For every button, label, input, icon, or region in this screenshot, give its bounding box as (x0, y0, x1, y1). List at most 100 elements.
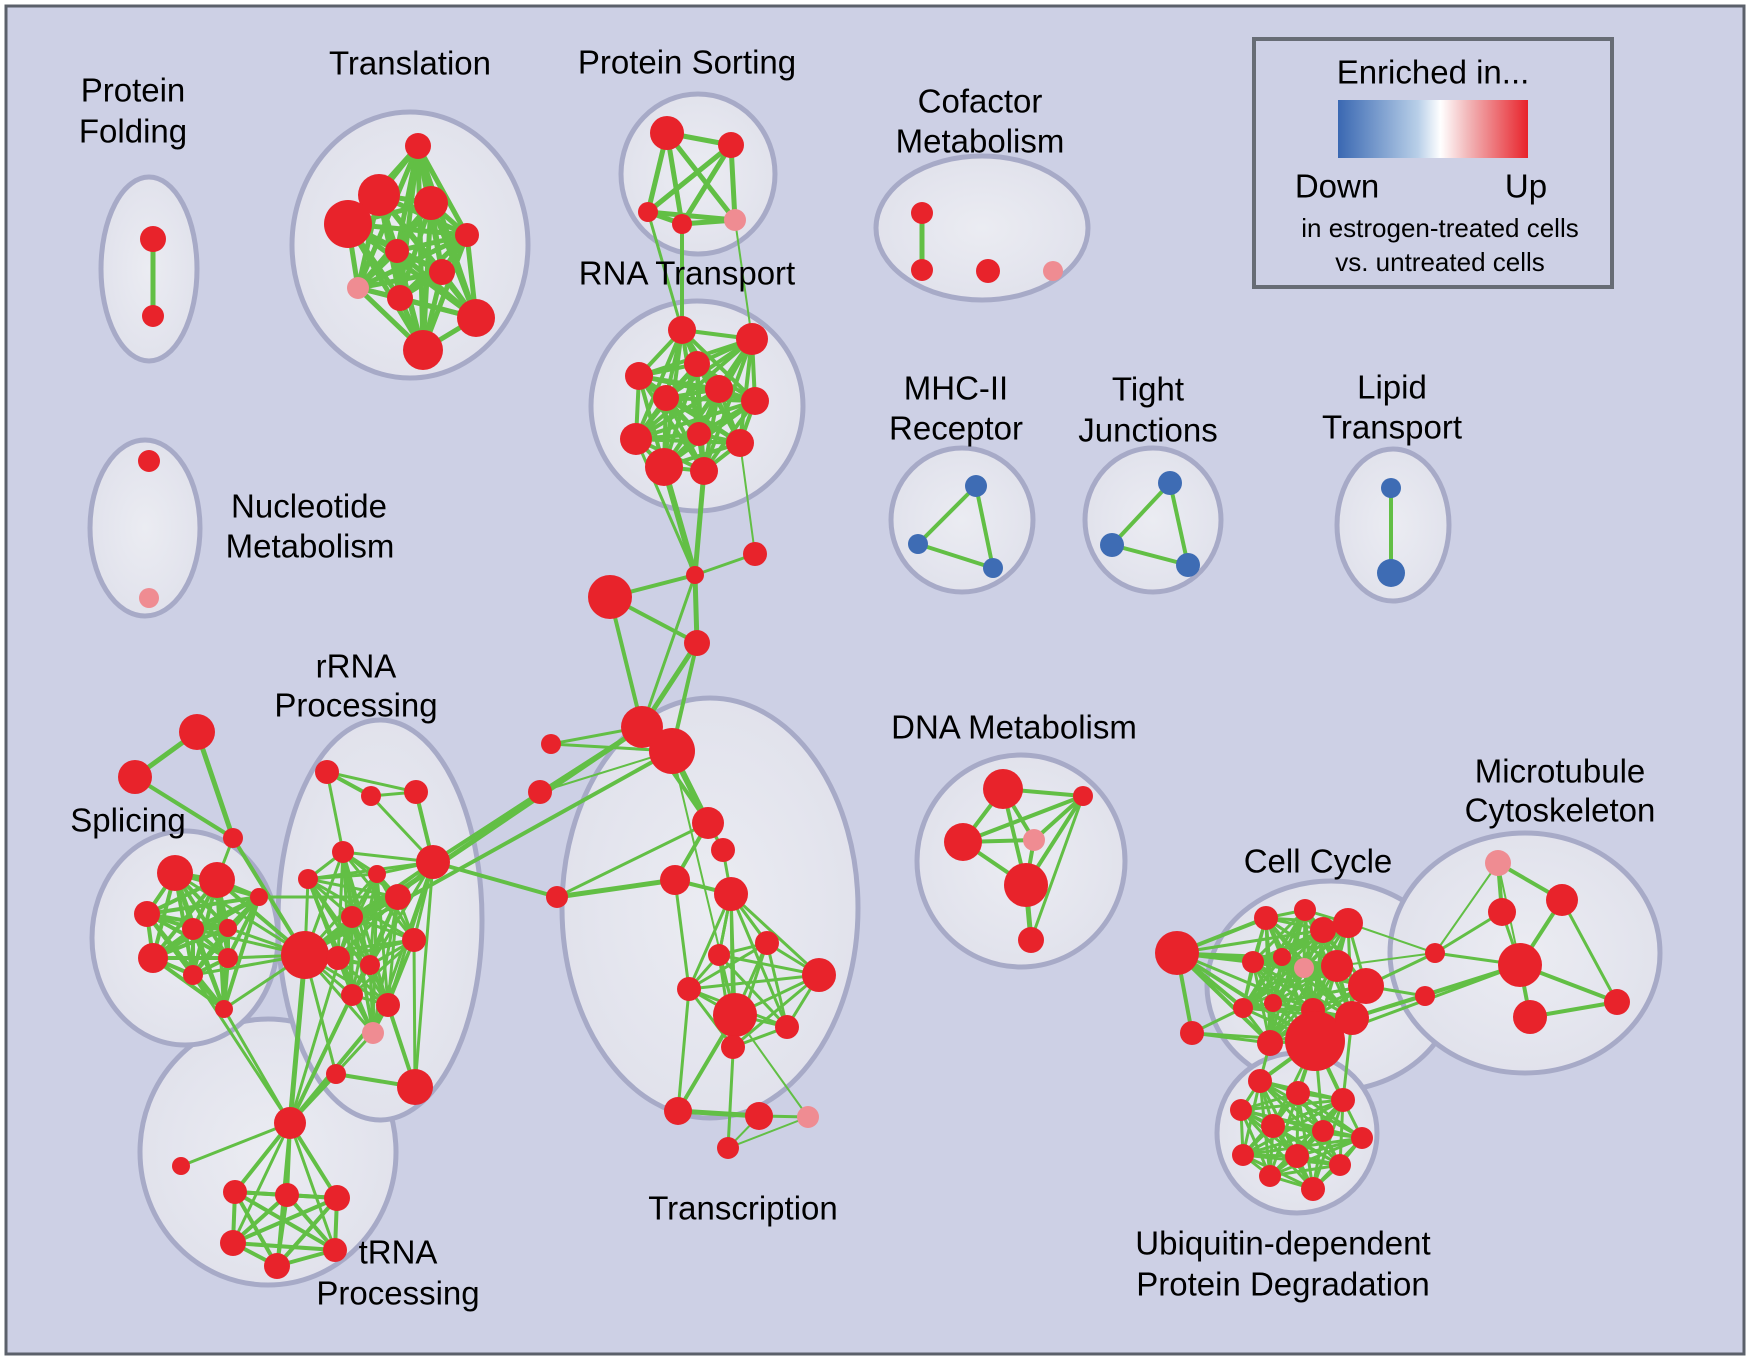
gene-set-node[interactable] (1273, 948, 1291, 966)
gene-set-node[interactable] (684, 351, 710, 377)
gene-set-node[interactable] (687, 422, 711, 446)
gene-set-node[interactable] (1233, 998, 1253, 1018)
gene-set-node[interactable] (429, 259, 455, 285)
gene-set-node[interactable] (717, 1137, 739, 1159)
gene-set-node[interactable] (726, 429, 754, 457)
gene-set-node[interactable] (1425, 943, 1445, 963)
gene-set-node[interactable] (1100, 533, 1124, 557)
gene-set-node[interactable] (138, 943, 168, 973)
gene-set-node[interactable] (274, 1107, 306, 1139)
gene-set-node[interactable] (1335, 1001, 1369, 1035)
gene-set-node[interactable] (664, 1097, 692, 1125)
gene-set-node[interactable] (976, 259, 1000, 283)
gene-set-node[interactable] (775, 1015, 799, 1039)
gene-set-node[interactable] (172, 1157, 190, 1175)
gene-set-node[interactable] (455, 223, 479, 247)
gene-set-node[interactable] (1242, 951, 1264, 973)
gene-set-node[interactable] (741, 387, 769, 415)
gene-set-node[interactable] (1310, 917, 1336, 943)
gene-set-node[interactable] (220, 1230, 246, 1256)
gene-set-node[interactable] (215, 1000, 233, 1018)
gene-set-node[interactable] (404, 780, 428, 804)
gene-set-node[interactable] (625, 362, 653, 390)
gene-set-node[interactable] (347, 277, 369, 299)
gene-set-node[interactable] (457, 299, 495, 337)
gene-set-node[interactable] (324, 1185, 350, 1211)
gene-set-node[interactable] (944, 823, 982, 861)
gene-set-node[interactable] (1155, 931, 1199, 975)
gene-set-node[interactable] (1073, 786, 1093, 806)
gene-set-node[interactable] (361, 786, 381, 806)
gene-set-node[interactable] (645, 448, 683, 486)
gene-set-node[interactable] (275, 1183, 299, 1207)
gene-set-node[interactable] (668, 316, 696, 344)
gene-set-node[interactable] (416, 845, 450, 879)
gene-set-node[interactable] (1604, 989, 1630, 1015)
gene-set-node[interactable] (1415, 986, 1435, 1006)
gene-set-node[interactable] (1285, 1144, 1309, 1168)
gene-set-node[interactable] (219, 919, 237, 937)
gene-set-node[interactable] (724, 209, 746, 231)
gene-set-node[interactable] (376, 993, 400, 1017)
gene-set-node[interactable] (387, 285, 413, 311)
gene-set-node[interactable] (250, 888, 268, 906)
gene-set-node[interactable] (1498, 943, 1542, 987)
gene-set-node[interactable] (1261, 1114, 1285, 1138)
gene-set-node[interactable] (660, 865, 690, 895)
gene-set-node[interactable] (323, 1238, 347, 1262)
gene-set-node[interactable] (802, 958, 836, 992)
gene-set-node[interactable] (1485, 850, 1511, 876)
gene-set-node[interactable] (142, 305, 164, 327)
gene-set-node[interactable] (385, 239, 409, 263)
gene-set-node[interactable] (546, 886, 568, 908)
gene-set-node[interactable] (1381, 478, 1401, 498)
gene-set-node[interactable] (983, 558, 1003, 578)
gene-set-node[interactable] (360, 955, 380, 975)
gene-set-node[interactable] (708, 944, 730, 966)
gene-set-node[interactable] (139, 588, 159, 608)
gene-set-node[interactable] (385, 884, 411, 910)
gene-set-node[interactable] (620, 423, 652, 455)
gene-set-node[interactable] (134, 901, 160, 927)
gene-set-node[interactable] (1158, 471, 1182, 495)
gene-set-node[interactable] (362, 1022, 384, 1044)
gene-set-node[interactable] (745, 1102, 773, 1130)
gene-set-node[interactable] (397, 1069, 433, 1105)
gene-set-node[interactable] (140, 226, 166, 252)
gene-set-node[interactable] (341, 984, 363, 1006)
gene-set-node[interactable] (281, 931, 329, 979)
gene-set-node[interactable] (326, 1064, 346, 1084)
gene-set-node[interactable] (705, 375, 733, 403)
gene-set-node[interactable] (157, 855, 193, 891)
gene-set-node[interactable] (1377, 559, 1405, 587)
gene-set-node[interactable] (908, 534, 928, 554)
gene-set-node[interactable] (690, 457, 718, 485)
gene-set-node[interactable] (677, 977, 701, 1001)
gene-set-node[interactable] (368, 865, 386, 883)
gene-set-node[interactable] (649, 728, 695, 774)
gene-set-node[interactable] (911, 259, 933, 281)
gene-set-node[interactable] (721, 1035, 745, 1059)
gene-set-node[interactable] (911, 202, 933, 224)
gene-set-node[interactable] (672, 214, 692, 234)
gene-set-node[interactable] (332, 841, 354, 863)
gene-set-node[interactable] (1285, 1011, 1345, 1071)
gene-set-node[interactable] (1259, 1165, 1281, 1187)
gene-set-node[interactable] (1348, 968, 1384, 1004)
gene-set-node[interactable] (588, 575, 632, 619)
gene-set-node[interactable] (326, 946, 350, 970)
gene-set-node[interactable] (638, 202, 658, 222)
gene-set-node[interactable] (1312, 1120, 1334, 1142)
gene-set-node[interactable] (1232, 1144, 1254, 1166)
gene-set-node[interactable] (199, 862, 235, 898)
gene-set-node[interactable] (1546, 884, 1578, 916)
gene-set-node[interactable] (402, 928, 426, 952)
gene-set-node[interactable] (1488, 898, 1516, 926)
gene-set-node[interactable] (1321, 950, 1353, 982)
gene-set-node[interactable] (1301, 1177, 1325, 1201)
gene-set-node[interactable] (1333, 908, 1363, 938)
gene-set-node[interactable] (403, 330, 443, 370)
gene-set-node[interactable] (1264, 994, 1282, 1012)
gene-set-node[interactable] (414, 186, 448, 220)
gene-set-node[interactable] (1254, 906, 1278, 930)
